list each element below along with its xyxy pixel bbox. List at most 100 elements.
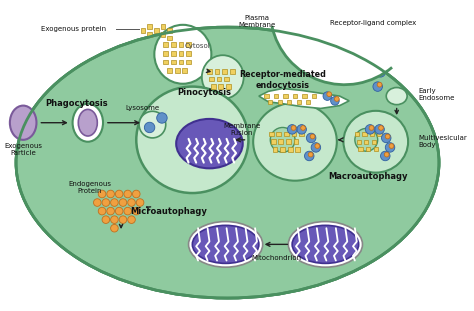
Circle shape bbox=[327, 92, 332, 97]
Ellipse shape bbox=[78, 109, 97, 136]
Ellipse shape bbox=[73, 104, 103, 142]
Bar bbox=[161, 24, 165, 29]
Bar bbox=[273, 147, 277, 152]
Bar bbox=[288, 147, 292, 152]
Text: Multivesicular
Body: Multivesicular Body bbox=[419, 135, 467, 148]
Text: Microautophagy: Microautophagy bbox=[130, 207, 207, 216]
Ellipse shape bbox=[253, 103, 337, 181]
Bar bbox=[271, 139, 275, 144]
Polygon shape bbox=[259, 89, 349, 109]
Circle shape bbox=[377, 82, 382, 87]
Bar bbox=[306, 100, 310, 104]
Bar bbox=[355, 132, 359, 136]
Bar bbox=[154, 28, 159, 33]
Circle shape bbox=[342, 23, 351, 32]
Bar bbox=[377, 132, 382, 136]
Circle shape bbox=[379, 126, 383, 130]
Bar bbox=[167, 36, 172, 40]
Bar bbox=[274, 94, 278, 98]
Text: Cytosol: Cytosol bbox=[184, 43, 210, 49]
Bar bbox=[276, 132, 281, 137]
Circle shape bbox=[361, 28, 366, 33]
Bar bbox=[164, 42, 168, 47]
Circle shape bbox=[98, 190, 106, 198]
Bar bbox=[287, 100, 292, 104]
Circle shape bbox=[281, 0, 399, 82]
Circle shape bbox=[373, 82, 383, 91]
Bar bbox=[286, 139, 291, 144]
Circle shape bbox=[335, 97, 339, 101]
Text: Receptor-mediated
endocytosis: Receptor-mediated endocytosis bbox=[239, 70, 326, 90]
Circle shape bbox=[102, 199, 109, 206]
Circle shape bbox=[375, 125, 384, 134]
Ellipse shape bbox=[136, 86, 248, 193]
Circle shape bbox=[128, 216, 135, 224]
Ellipse shape bbox=[189, 221, 263, 267]
Bar bbox=[171, 51, 176, 56]
Text: Mitochondrion: Mitochondrion bbox=[251, 255, 301, 261]
Circle shape bbox=[110, 199, 118, 206]
Circle shape bbox=[281, 0, 404, 78]
Bar bbox=[164, 59, 168, 64]
Circle shape bbox=[326, 20, 335, 30]
Circle shape bbox=[297, 125, 306, 134]
Text: Membrane
Fusion: Membrane Fusion bbox=[223, 123, 260, 136]
Circle shape bbox=[304, 151, 314, 161]
Circle shape bbox=[373, 53, 383, 63]
Circle shape bbox=[136, 199, 144, 206]
Bar bbox=[2, 8, 453, 47]
Bar bbox=[366, 147, 370, 151]
Bar bbox=[211, 84, 216, 89]
Bar bbox=[283, 94, 288, 98]
Text: Exogenous protein: Exogenous protein bbox=[41, 26, 106, 32]
Circle shape bbox=[139, 111, 166, 138]
Circle shape bbox=[308, 152, 313, 157]
Circle shape bbox=[384, 152, 389, 157]
Bar bbox=[280, 147, 285, 152]
Ellipse shape bbox=[176, 119, 243, 168]
Ellipse shape bbox=[386, 87, 407, 105]
Bar bbox=[222, 69, 227, 74]
Bar bbox=[171, 42, 176, 47]
Bar bbox=[278, 139, 283, 144]
Bar bbox=[295, 147, 300, 152]
Text: Exogenous
Particle: Exogenous Particle bbox=[4, 143, 42, 156]
Circle shape bbox=[377, 54, 382, 58]
Circle shape bbox=[107, 207, 114, 215]
Circle shape bbox=[315, 144, 319, 148]
Circle shape bbox=[357, 28, 366, 37]
Ellipse shape bbox=[292, 225, 359, 263]
Circle shape bbox=[381, 151, 390, 161]
Bar bbox=[175, 68, 180, 73]
Text: Endogenous
Protein: Endogenous Protein bbox=[68, 181, 111, 194]
Ellipse shape bbox=[10, 106, 36, 140]
Bar bbox=[179, 51, 183, 56]
Circle shape bbox=[385, 134, 390, 139]
Circle shape bbox=[132, 207, 140, 215]
Bar bbox=[179, 59, 183, 64]
Circle shape bbox=[284, 0, 395, 78]
Circle shape bbox=[331, 97, 339, 105]
Bar bbox=[293, 139, 298, 144]
Bar bbox=[215, 69, 219, 74]
Circle shape bbox=[119, 199, 127, 206]
Text: Phagocytosis: Phagocytosis bbox=[45, 99, 108, 108]
Circle shape bbox=[115, 207, 123, 215]
Circle shape bbox=[301, 126, 305, 130]
Bar bbox=[141, 28, 146, 33]
Circle shape bbox=[323, 92, 332, 100]
Ellipse shape bbox=[16, 27, 439, 298]
Text: Pinocytosis: Pinocytosis bbox=[177, 88, 231, 97]
Bar bbox=[171, 59, 176, 64]
Circle shape bbox=[93, 199, 101, 206]
Circle shape bbox=[119, 216, 127, 224]
Bar bbox=[299, 132, 304, 137]
Circle shape bbox=[132, 190, 140, 198]
Circle shape bbox=[128, 199, 135, 206]
Circle shape bbox=[270, 0, 419, 85]
Bar bbox=[293, 94, 297, 98]
Bar bbox=[161, 32, 165, 37]
Ellipse shape bbox=[344, 111, 408, 173]
Circle shape bbox=[270, 128, 295, 152]
Circle shape bbox=[110, 225, 118, 232]
